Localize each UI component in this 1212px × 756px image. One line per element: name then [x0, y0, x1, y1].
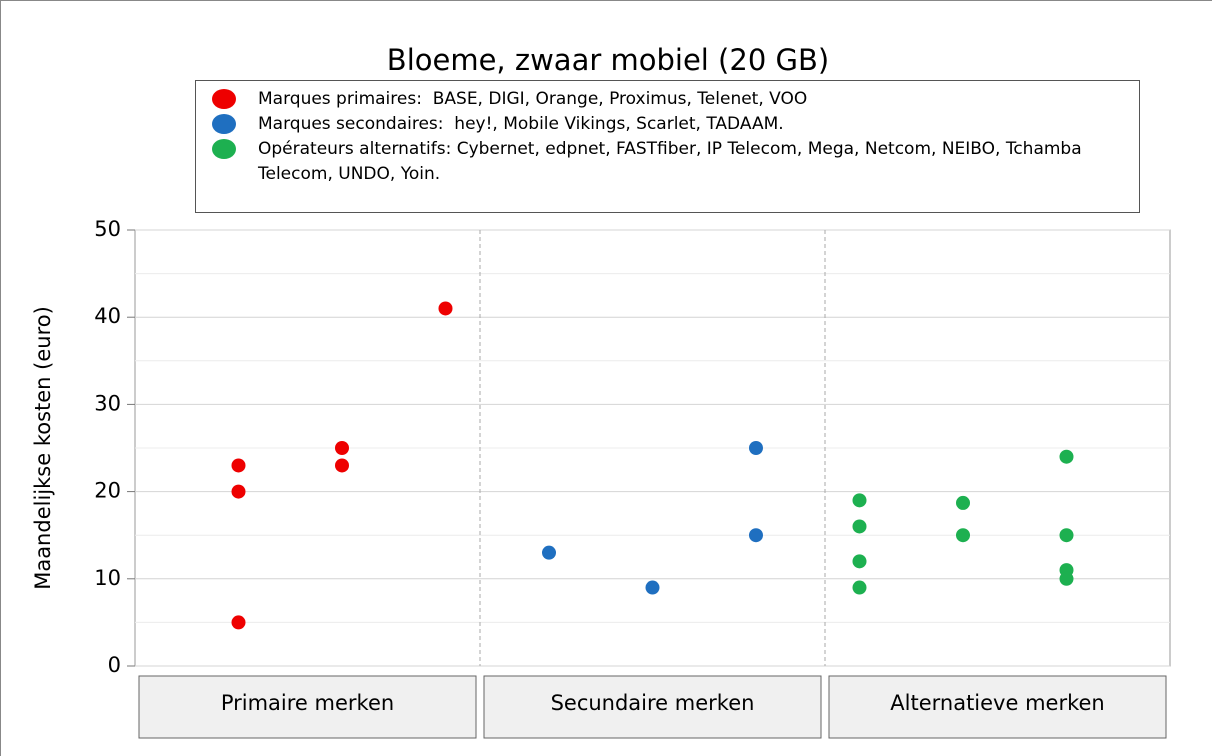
- legend-label: Marques secondaires: hey!, Mobile Viking…: [258, 114, 784, 134]
- point: [231, 458, 246, 473]
- y-tick-label: 10: [94, 566, 121, 590]
- legend-item: Marques primaires: BASE, DIGI, Orange, P…: [208, 87, 1129, 112]
- category-box: [138, 675, 477, 739]
- legend-item: Opérateurs alternatifs: Cybernet, edpnet…: [208, 137, 1129, 187]
- chart-title: Bloeme, zwaar mobiel (20 GB): [387, 43, 829, 77]
- point: [1059, 449, 1074, 464]
- point: [852, 519, 867, 534]
- legend-swatch: [212, 139, 236, 159]
- y-tick-label: 40: [94, 304, 121, 328]
- point: [438, 301, 453, 316]
- point: [852, 493, 867, 508]
- x-category-label: Secundaire merken: [551, 691, 755, 715]
- point: [956, 528, 970, 543]
- category-box: [828, 675, 1167, 739]
- point: [645, 580, 660, 595]
- legend-item: Marques secondaires: hey!, Mobile Viking…: [208, 112, 1129, 137]
- legend-swatch: [212, 89, 236, 109]
- category-box: [483, 675, 822, 739]
- point: [749, 441, 763, 455]
- point: [852, 580, 867, 595]
- legend-label: Marques primaires: BASE, DIGI, Orange, P…: [258, 89, 808, 109]
- y-tick-label: 0: [108, 653, 121, 677]
- point: [956, 495, 970, 510]
- y-axis-label: Maandelijkse kosten (euro): [31, 306, 55, 590]
- legend-swatch: [212, 114, 236, 134]
- point: [1059, 571, 1074, 586]
- point: [1059, 528, 1074, 543]
- point: [335, 441, 349, 455]
- point: [749, 528, 763, 543]
- point: [231, 615, 246, 630]
- point: [852, 554, 867, 569]
- legend: Marques primaires: BASE, DIGI, Orange, P…: [195, 80, 1140, 213]
- y-tick-label: 30: [94, 391, 121, 415]
- point: [335, 458, 349, 473]
- y-tick-label: 20: [94, 479, 121, 503]
- point: [231, 484, 246, 499]
- x-category-label: Primaire merken: [221, 691, 394, 715]
- x-category-label: Alternatieve merken: [890, 691, 1104, 715]
- legend-label: Opérateurs alternatifs: Cybernet, edpnet…: [258, 139, 1088, 184]
- y-tick-label: 50: [94, 217, 121, 241]
- point: [542, 545, 556, 560]
